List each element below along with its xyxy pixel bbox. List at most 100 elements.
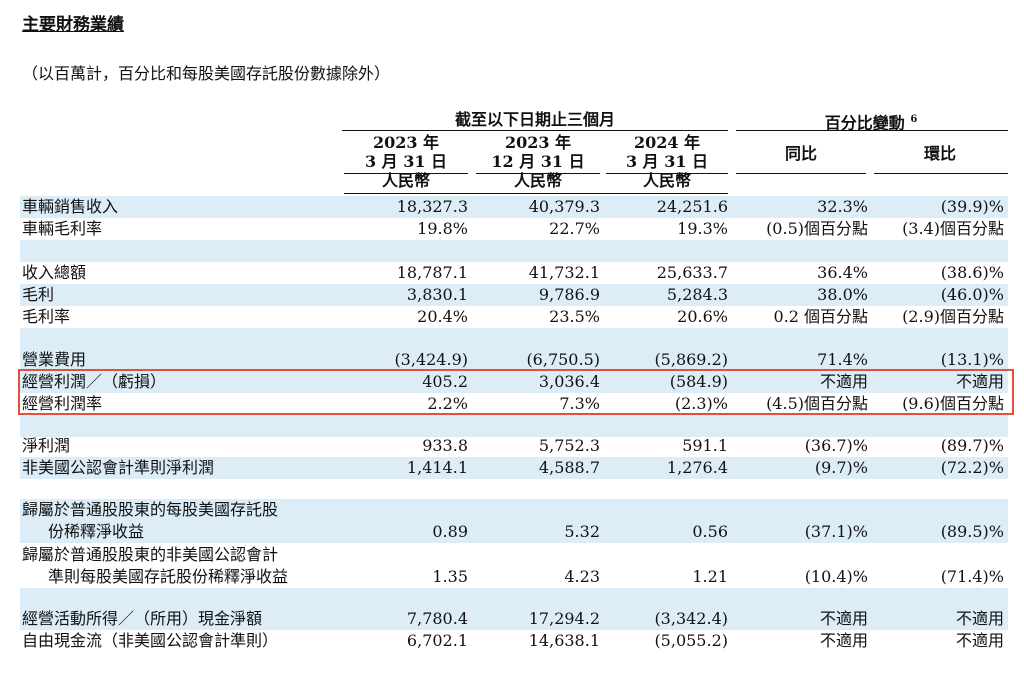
cell-value: 不適用 <box>819 631 868 650</box>
cell-value: (4.5)個百分點 <box>766 394 868 413</box>
header-rule-p3 <box>606 173 728 174</box>
cell-value: 25,633.7 <box>656 263 728 282</box>
cell-value: 不適用 <box>955 372 1004 391</box>
header-footnote: 6 <box>910 114 918 125</box>
cell-value: (10.4)% <box>804 567 868 586</box>
header-qoq: 環比 <box>923 144 956 163</box>
cell-value: 1.21 <box>692 567 728 586</box>
cell-value: 18,787.1 <box>396 263 468 282</box>
header-period-2-year: 2023 年 <box>504 133 572 152</box>
header-period-1-date: 3 月 31 日 <box>364 152 448 171</box>
table-row: 經營利潤／（虧損） 405.2 3,036.4 (584.9) 不適用 不適用 <box>20 371 1008 393</box>
cell-value: 9,786.9 <box>538 285 600 304</box>
header-rule-qoq <box>874 173 1008 174</box>
cell-value: 14,638.1 <box>528 631 600 650</box>
cell-value: 32.3% <box>817 197 868 216</box>
cell-value: 3,830.1 <box>406 285 468 304</box>
cell-value: 71.4% <box>817 350 868 369</box>
row-label-line2: 準則每股美國存託股份稀釋淨收益 <box>48 567 289 586</box>
cell-value: 4.23 <box>564 567 600 586</box>
table-row: 經營活動所得／（所用）現金淨額 7,780.4 17,294.2 (3,342.… <box>20 608 1008 630</box>
cell-value: 0.2 個百分點 <box>773 307 868 326</box>
cell-value: (5,055.2) <box>654 631 728 650</box>
cell-value: (0.5)個百分點 <box>766 219 868 238</box>
cell-value: (36.7)% <box>804 436 868 455</box>
cell-value: 7,780.4 <box>406 609 468 628</box>
header-period-2-currency: 人民幣 <box>513 171 562 190</box>
cell-value: 1,414.1 <box>406 458 468 477</box>
header-period-1: 2023 年 3 月 31 日 人民幣 <box>344 133 468 190</box>
cell-value: 4,588.7 <box>538 458 600 477</box>
header-rule-currency <box>344 193 728 194</box>
cell-value: 19.3% <box>677 219 728 238</box>
cell-value: 18,327.3 <box>396 197 468 216</box>
cell-value: (2.3)% <box>674 394 728 413</box>
row-label: 車輛毛利率 <box>22 219 103 238</box>
cell-value: (89.7)% <box>940 436 1004 455</box>
cell-value: 不適用 <box>955 631 1004 650</box>
cell-value: 5,284.3 <box>666 285 728 304</box>
cell-value: 24,251.6 <box>656 197 728 216</box>
cell-value: 不適用 <box>819 609 868 628</box>
spacer-row <box>20 328 1008 350</box>
cell-value: 5,752.3 <box>538 436 600 455</box>
table-row: 非美國公認會計準則淨利潤 1,414.1 4,588.7 1,276.4 (9.… <box>20 457 1008 479</box>
table-row: 車輛毛利率 19.8% 22.7% 19.3% (0.5)個百分點 (3.4)個… <box>20 218 1008 240</box>
row-label-line1: 歸屬於普通股股東的每股美國存託股 <box>22 500 279 519</box>
header-period-1-currency: 人民幣 <box>381 171 430 190</box>
cell-value: 不適用 <box>819 372 868 391</box>
table-row: 經營利潤率 2.2% 7.3% (2.3)% (4.5)個百分點 (9.6)個百… <box>20 393 1008 415</box>
cell-value: 19.8% <box>417 219 468 238</box>
table-row: 歸屬於普通股股東的每股美國存託股 份稀釋淨收益 0.89 5.32 0.56 (… <box>20 499 1008 543</box>
cell-value: 41,732.1 <box>528 263 600 282</box>
cell-value: (46.0)% <box>940 285 1004 304</box>
page-subtitle: （以百萬計，百分比和每股美國存託股份數據除外） <box>22 64 391 83</box>
cell-value: (5,869.2) <box>654 350 728 369</box>
spacer-row <box>20 479 1008 501</box>
table-row: 車輛銷售收入 18,327.3 40,379.3 24,251.6 32.3% … <box>20 196 1008 218</box>
table-row: 收入總額 18,787.1 41,732.1 25,633.7 36.4% (3… <box>20 262 1008 284</box>
cell-value: 38.0% <box>817 285 868 304</box>
header-group-period: 截至以下日期止三個月 <box>454 110 615 129</box>
cell-value: (2.9)個百分點 <box>902 307 1004 326</box>
table-row: 歸屬於普通股股東的非美國公認會計 準則每股美國存託股份稀釋淨收益 1.35 4.… <box>20 544 1008 588</box>
table-row: 營業費用 (3,424.9) (6,750.5) (5,869.2) 71.4%… <box>20 349 1008 371</box>
row-label: 車輛銷售收入 <box>22 197 119 216</box>
header-group-change-label: 百分比變動 <box>824 113 905 133</box>
row-label-line1: 歸屬於普通股股東的非美國公認會計 <box>22 545 279 564</box>
row-label: 收入總額 <box>22 263 87 282</box>
spacer-row <box>20 415 1008 437</box>
cell-value: 22.7% <box>549 219 600 238</box>
row-label: 非美國公認會計準則淨利潤 <box>22 458 215 477</box>
cell-value: (38.6)% <box>940 263 1004 282</box>
cell-value: 36.4% <box>817 263 868 282</box>
cell-value: 6,702.1 <box>406 631 468 650</box>
row-label: 經營活動所得／（所用）現金淨額 <box>22 609 263 628</box>
cell-value: (13.1)% <box>940 350 1004 369</box>
cell-value: (6,750.5) <box>526 350 600 369</box>
header-period-1-year: 2023 年 <box>372 133 440 152</box>
row-label: 毛利 <box>22 285 55 304</box>
spacer-row <box>20 588 1008 610</box>
cell-value: (3,342.4) <box>654 609 728 628</box>
header-period-2-date: 12 月 31 日 <box>491 152 585 171</box>
header-period-3-currency: 人民幣 <box>642 171 691 190</box>
header-rule-p1 <box>344 173 468 174</box>
cell-value: 1,276.4 <box>666 458 728 477</box>
page-title: 主要財務業績 <box>22 15 124 35</box>
cell-value: 40,379.3 <box>528 197 600 216</box>
cell-value: 591.1 <box>682 436 728 455</box>
cell-value: 20.4% <box>417 307 468 326</box>
cell-value: 933.8 <box>422 436 468 455</box>
row-label: 營業費用 <box>22 350 87 369</box>
table-row: 自由現金流（非美國公認會計準則） 6,702.1 14,638.1 (5,055… <box>20 630 1008 652</box>
cell-value: (71.4)% <box>940 567 1004 586</box>
header-period-3-year: 2024 年 <box>633 133 701 152</box>
cell-value: (39.9)% <box>940 197 1004 216</box>
spacer-row <box>20 240 1008 262</box>
header-yoy: 同比 <box>784 144 817 163</box>
row-label: 歸屬於普通股股東的每股美國存託股 份稀釋淨收益 <box>22 499 278 543</box>
cell-value: 405.2 <box>422 372 468 391</box>
cell-value: 20.6% <box>677 307 728 326</box>
cell-value: (72.2)% <box>940 458 1004 477</box>
